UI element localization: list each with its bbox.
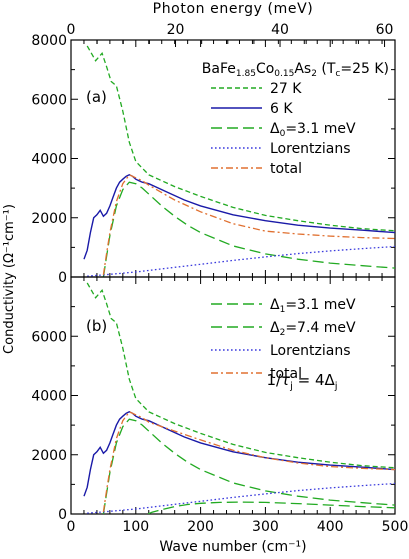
series-line <box>86 282 395 469</box>
series-line <box>87 482 395 514</box>
legend-label: Lorentzians <box>270 141 351 157</box>
legend-label: 6 K <box>270 101 293 117</box>
panel-b-ticks: 0 2000 4000 6000 <box>31 276 396 523</box>
legend-label: Δ1=3.1 meV <box>270 297 356 315</box>
x-axis-ticks: 0 100 200 300 400 500 <box>67 519 409 535</box>
series-line <box>102 181 395 277</box>
panel-a-title: BaFe1.85Co0.15As2 (Tc=25 K) <box>202 61 389 79</box>
legend-label: Δ2=7.4 meV <box>270 320 356 338</box>
x-tick-label: 400 <box>317 519 344 535</box>
y-tick-label: 6000 <box>31 329 67 345</box>
series-line <box>102 173 395 275</box>
top-tick-label: 60 <box>376 22 394 38</box>
y-axis-label: Conductivity (Ω⁻¹cm⁻¹) <box>2 204 17 354</box>
y-tick-label: 0 <box>58 270 67 286</box>
x-tick-label: 100 <box>122 519 149 535</box>
top-tick-label: 20 <box>167 22 185 38</box>
y-tick-label: 4000 <box>31 389 67 405</box>
top-axis-label: Photon energy (meV) <box>153 1 314 17</box>
top-axis-ticks: 0 20 40 60 <box>67 22 394 47</box>
series-line <box>87 245 395 277</box>
x-tick-label: 0 <box>67 519 76 535</box>
legend-label: 27 K <box>270 81 302 97</box>
series-line <box>102 410 395 512</box>
panel-a-legend: 27 K 6 K Δ0=3.1 meV Lorentzians total <box>211 81 356 177</box>
panel-a: 0 2000 4000 6000 8000 (a) BaFe1.85Co0.15As2 … <box>31 33 396 286</box>
x-tick-label: 500 <box>382 519 409 535</box>
x-tick-label: 200 <box>187 519 214 535</box>
x-tick-label: 300 <box>252 519 279 535</box>
legend-label: total <box>270 161 302 177</box>
legend-label: Lorentzians <box>270 343 351 359</box>
panel-a-series <box>83 45 395 277</box>
panel-a-tag: (a) <box>86 88 107 106</box>
series-line <box>86 45 395 232</box>
y-tick-label: 6000 <box>31 92 67 108</box>
legend-label: Δ0=3.1 meV <box>270 121 356 139</box>
panel-b-legend: Δ1=3.1 meV Δ2=7.4 meV Lorentzians total <box>211 297 356 382</box>
panel-b-series <box>83 282 395 514</box>
y-tick-label: 8000 <box>31 33 67 49</box>
panel-b-annotation: 1/τj = 4Δj <box>266 371 337 392</box>
top-tick-label: 40 <box>271 22 289 38</box>
series-line <box>83 174 395 260</box>
y-tick-label: 0 <box>58 507 67 523</box>
y-tick-label: 4000 <box>31 152 67 168</box>
top-tick-label: 0 <box>67 22 76 38</box>
series-line <box>102 418 395 514</box>
series-line <box>147 501 395 514</box>
series-line <box>83 411 395 497</box>
y-tick-label: 2000 <box>31 211 67 227</box>
panel-b-tag: (b) <box>86 317 107 335</box>
x-axis-label: Wave number (cm⁻¹) <box>159 539 306 555</box>
panel-a-ticks: 0 2000 4000 6000 8000 <box>31 33 396 286</box>
y-tick-label: 2000 <box>31 448 67 464</box>
legend-label: total <box>270 366 302 382</box>
